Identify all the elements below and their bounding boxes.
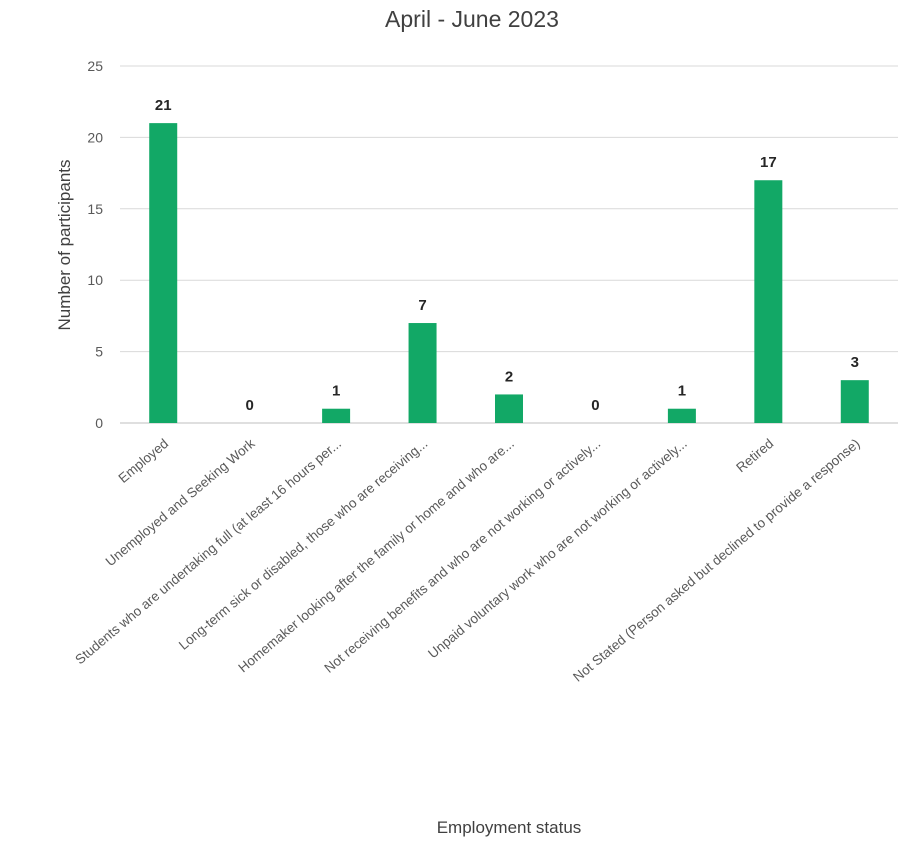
x-axis-title: Employment status (437, 818, 582, 837)
y-tick-label: 10 (87, 272, 103, 288)
data-label: 1 (332, 383, 340, 400)
y-tick-label: 5 (95, 344, 103, 360)
data-label: 0 (245, 397, 253, 414)
data-label: 3 (851, 354, 859, 371)
bar (840, 380, 869, 423)
y-tick-label: 15 (87, 201, 103, 217)
y-axis-title: Number of participants (55, 159, 74, 330)
data-label: 21 (155, 97, 172, 114)
chart-title: April - June 2023 (385, 6, 559, 32)
data-label: 2 (505, 368, 513, 385)
y-tick-label: 25 (87, 58, 103, 74)
data-label: 1 (678, 383, 686, 400)
data-label: 0 (591, 397, 599, 414)
category-label: Employed (116, 436, 172, 486)
category-label: Retired (733, 436, 776, 475)
data-label: 17 (760, 154, 777, 171)
bar (408, 323, 437, 423)
bar (495, 394, 523, 423)
category-label: Not Stated (Person asked but declined to… (570, 436, 862, 685)
bar (322, 408, 351, 423)
bar (667, 408, 696, 423)
y-tick-label: 0 (95, 415, 103, 431)
bar (754, 180, 783, 423)
bars (149, 123, 869, 424)
y-axis-ticks: 0 5 10 15 20 25 (87, 58, 103, 431)
bar (149, 123, 178, 424)
y-tick-label: 20 (87, 129, 103, 145)
category-label: Unemployed and Seeking Work (103, 436, 258, 570)
data-label: 7 (418, 297, 426, 314)
